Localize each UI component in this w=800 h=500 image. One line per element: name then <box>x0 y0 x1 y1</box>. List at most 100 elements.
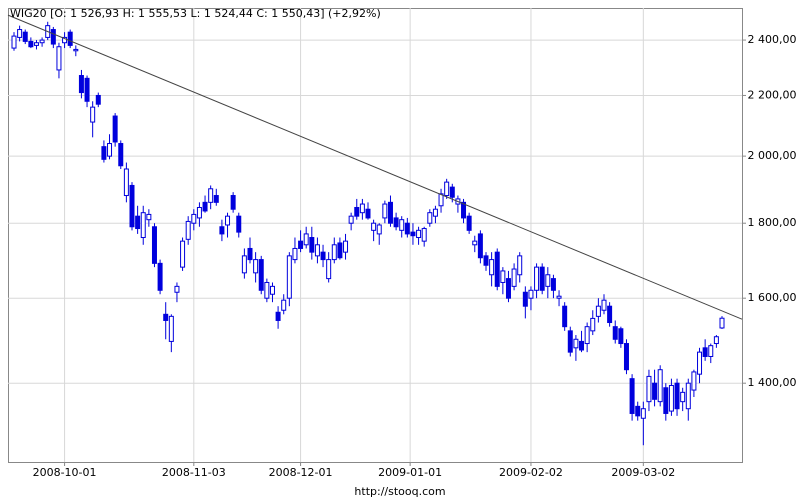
candle-body <box>640 408 646 419</box>
candle-body <box>623 343 629 371</box>
candle-body <box>399 219 405 231</box>
candle-body <box>556 295 562 299</box>
y-tick-label: 1 800,00 <box>748 216 797 229</box>
candle-body <box>219 226 225 235</box>
candle-body <box>135 215 141 230</box>
candle-body <box>213 195 219 203</box>
candle-body <box>348 215 354 224</box>
candle-body <box>427 212 433 224</box>
candle-body <box>73 48 79 52</box>
candle-body <box>123 168 129 197</box>
candle-body <box>359 203 365 214</box>
candle-body <box>163 313 169 321</box>
candle-body <box>550 278 556 291</box>
candle-body <box>174 285 180 293</box>
candle-body <box>371 222 377 231</box>
candle-body <box>303 233 309 246</box>
candle-body <box>326 259 332 280</box>
candles <box>7 14 743 446</box>
candle-body <box>438 193 444 207</box>
candle-body <box>646 375 652 403</box>
x-tick-label: 2009-01-01 <box>378 466 442 479</box>
candle-body <box>652 382 658 400</box>
candle-body <box>612 326 618 340</box>
candle-body <box>208 188 214 203</box>
candle-body <box>225 215 231 226</box>
candle-body <box>129 184 135 228</box>
y-tick-label: 2 200,00 <box>748 88 797 101</box>
y-tick-label: 1 400,00 <box>748 376 797 389</box>
candle-body <box>22 31 28 42</box>
x-tick-label: 2008-10-01 <box>33 466 97 479</box>
trend-line <box>7 14 743 320</box>
candle-body <box>573 338 579 349</box>
candle-body <box>286 255 292 299</box>
x-tick-label: 2009-02-02 <box>499 466 563 479</box>
candle-body <box>230 195 236 210</box>
candle-body <box>449 186 455 198</box>
candle-body <box>691 371 697 391</box>
candle-body <box>635 405 641 417</box>
footer: http://stooq.com <box>354 485 445 498</box>
candle-body <box>500 270 506 283</box>
candle-body <box>466 215 472 231</box>
candle-body <box>410 231 416 237</box>
candle-body <box>472 240 478 246</box>
candle-body <box>511 268 517 287</box>
candle-body <box>404 222 410 235</box>
candle-body <box>387 201 393 224</box>
candle-body <box>489 259 495 276</box>
candle-body <box>146 213 152 221</box>
candle-body <box>247 247 253 261</box>
candle-body <box>17 29 23 38</box>
candle-body <box>432 208 438 217</box>
candle-body <box>180 240 186 268</box>
candle-body <box>140 212 146 239</box>
candle-body <box>39 39 45 44</box>
candle-body <box>258 259 264 291</box>
candle-body <box>84 77 90 102</box>
plot-frame <box>8 8 743 463</box>
candle-body <box>607 305 613 324</box>
x-tick-label: 2009-03-02 <box>611 466 675 479</box>
candle-body <box>382 203 388 219</box>
candle-body <box>253 259 259 274</box>
candle-body <box>50 29 56 45</box>
candle-body <box>528 289 534 299</box>
candle-body <box>11 35 17 49</box>
candle-body <box>320 251 326 261</box>
candle-body <box>584 326 590 345</box>
candle-body <box>118 143 124 167</box>
candle-body <box>601 299 607 311</box>
candle-body <box>444 181 450 197</box>
candle-body <box>567 330 573 353</box>
candle-body <box>461 201 467 219</box>
candle-body <box>67 31 73 46</box>
candle-body <box>354 206 360 217</box>
candle-body <box>494 251 500 287</box>
candle-body <box>62 36 68 44</box>
candle-body <box>674 382 680 410</box>
candle-body <box>657 369 663 403</box>
candle-body <box>663 387 669 414</box>
candle-body <box>168 315 174 342</box>
candle-body <box>275 311 281 321</box>
candle-body <box>331 244 337 261</box>
candle-body <box>505 278 511 299</box>
candle-body <box>393 217 399 228</box>
x-tick-label: 2008-12-01 <box>269 466 333 479</box>
candle-body <box>309 237 315 253</box>
candle-body <box>534 266 540 291</box>
candle-body <box>618 328 624 345</box>
candle-body <box>702 347 708 357</box>
candle-body <box>522 291 528 307</box>
candle-body <box>314 244 320 257</box>
candle-body <box>685 382 691 410</box>
candle-body <box>95 94 101 105</box>
candle-body <box>157 262 163 291</box>
candle-body <box>107 143 113 157</box>
candle-body <box>196 206 202 219</box>
chart-title: WIG20 [O: 1 526,93 H: 1 555,53 L: 1 524,… <box>10 7 381 20</box>
